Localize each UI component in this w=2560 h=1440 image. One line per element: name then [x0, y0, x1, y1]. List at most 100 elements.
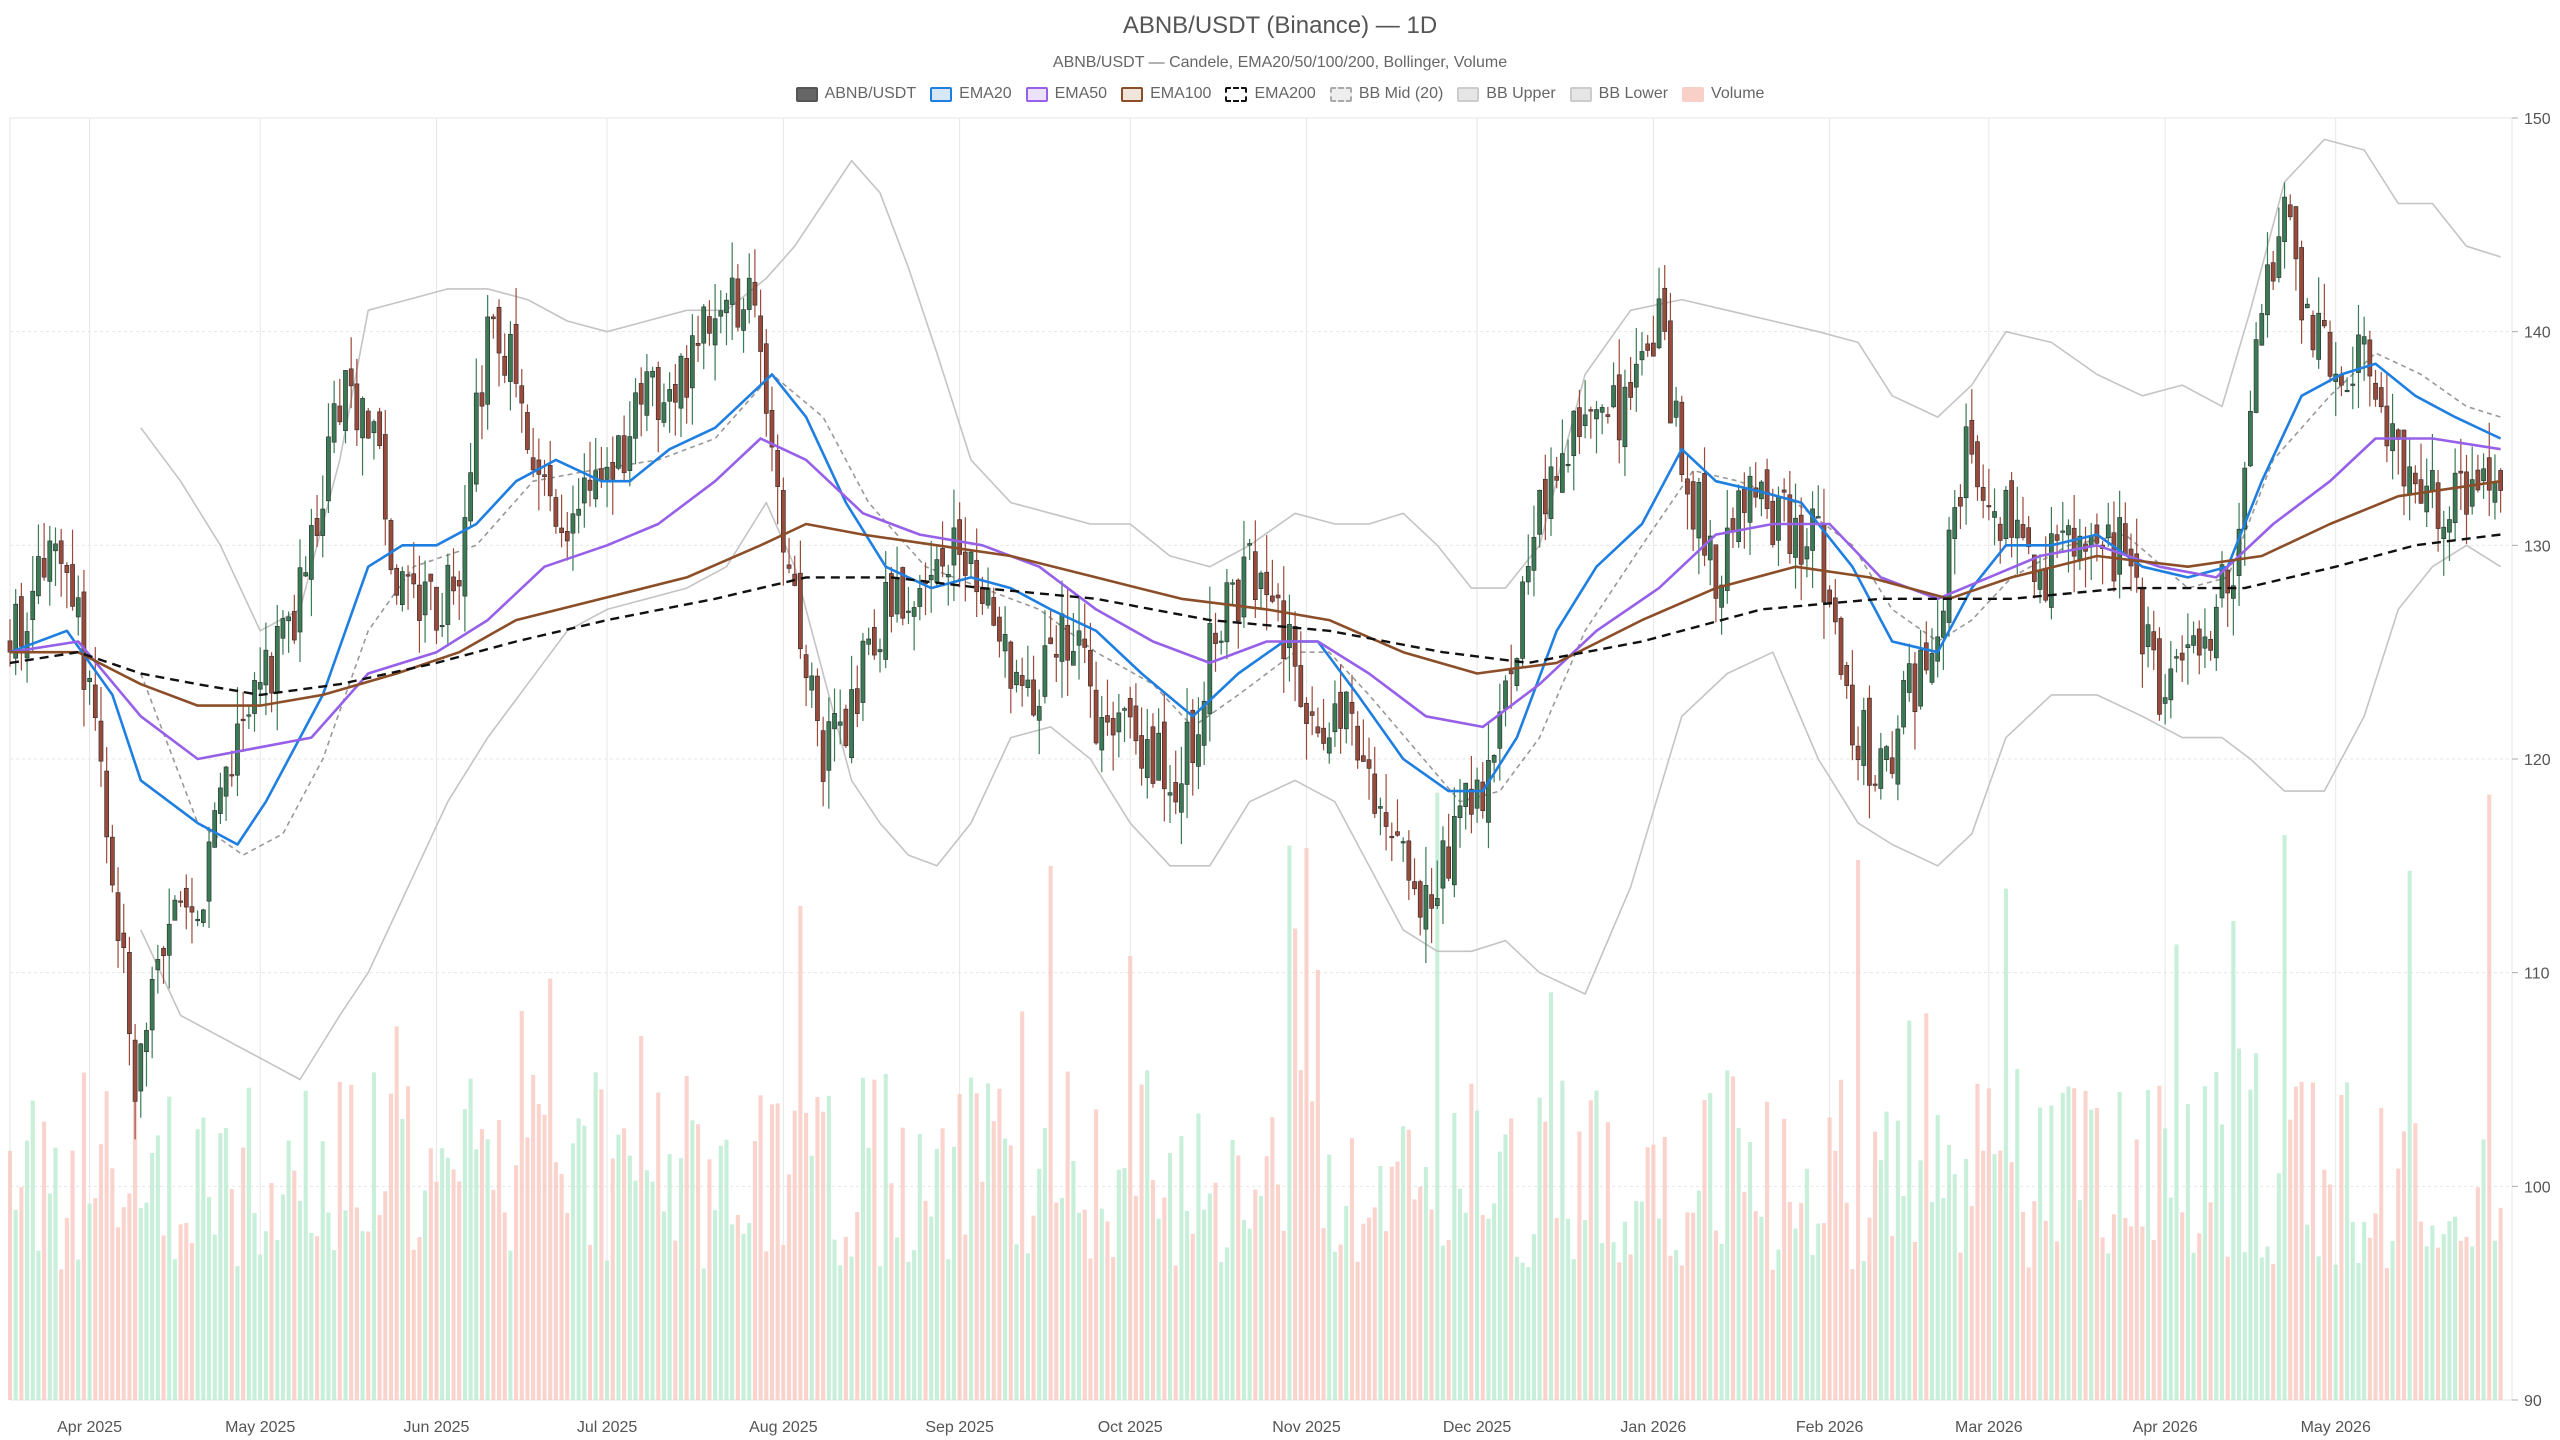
- candle-body: [2157, 638, 2162, 715]
- candle-body: [1503, 680, 1508, 710]
- y-tick-label: 120: [2524, 752, 2551, 769]
- volume-bar: [144, 1202, 149, 1400]
- chart-title: ABNB/USDT (Binance) — 1D: [1122, 12, 1438, 39]
- volume-bar: [1241, 1219, 1246, 1400]
- volume-bar: [2282, 834, 2287, 1400]
- candle-body: [968, 551, 974, 564]
- volume-bar: [1708, 1092, 1713, 1400]
- legend-item[interactable]: BB Upper: [1457, 85, 1556, 103]
- volume-bar: [1213, 1182, 1218, 1400]
- volume-bar: [838, 1265, 843, 1400]
- candle-body: [13, 603, 19, 659]
- candle-body: [1201, 700, 1207, 746]
- legend-item[interactable]: BB Lower: [1569, 85, 1668, 103]
- candle-body: [798, 572, 803, 650]
- volume-bar: [1463, 1212, 1468, 1400]
- volume-bar: [1230, 1139, 1235, 1400]
- volume-bar: [1088, 1258, 1093, 1400]
- volume-bar: [1116, 1169, 1121, 1400]
- legend-item[interactable]: Volume: [1682, 85, 1764, 103]
- volume-bar: [1167, 1153, 1173, 1400]
- volume-bar: [286, 1140, 291, 1400]
- volume-bar: [189, 1243, 195, 1400]
- candle-body: [2441, 526, 2447, 540]
- candle-body: [98, 720, 104, 762]
- candle-body: [53, 543, 58, 552]
- volume-bar: [1969, 1206, 1974, 1400]
- volume-bar: [121, 1207, 126, 1400]
- legend-item[interactable]: ABNB/USDT: [795, 85, 916, 103]
- candle-body: [957, 519, 962, 555]
- candle-body: [490, 316, 496, 320]
- legend-item[interactable]: EMA20: [930, 85, 1012, 103]
- legend-item[interactable]: EMA50: [1025, 85, 1107, 103]
- candle-body: [1844, 665, 1850, 686]
- legend-item[interactable]: EMA200: [1225, 85, 1316, 103]
- volume-bar: [2481, 1139, 2486, 1400]
- candle-body: [2265, 264, 2270, 316]
- legend-item[interactable]: EMA100: [1121, 85, 1211, 103]
- volume-bar: [559, 1173, 564, 1400]
- candle-body: [1713, 544, 1719, 599]
- volume-bar: [2401, 1131, 2407, 1400]
- candle-body: [2401, 429, 2407, 487]
- volume-bar: [1639, 1201, 1645, 1400]
- candle-body: [1116, 712, 1122, 733]
- volume-bar: [1082, 1209, 1087, 1400]
- candle-body: [121, 932, 127, 949]
- candle-body: [286, 616, 291, 622]
- volume-bar: [713, 1210, 718, 1400]
- volume-bar: [451, 1169, 456, 1400]
- volume-bar: [542, 1114, 547, 1400]
- candle-body: [428, 573, 434, 582]
- candle-body: [439, 625, 445, 628]
- volume-bar: [2367, 1237, 2372, 1400]
- candle-body: [2026, 527, 2032, 548]
- candle-body: [1918, 649, 1923, 707]
- volume-bar: [1076, 1212, 1082, 1400]
- candle-body: [183, 887, 189, 908]
- candle-body: [496, 306, 502, 354]
- candle-body: [542, 474, 547, 477]
- volume-bar: [2003, 888, 2008, 1400]
- volume-bar: [13, 1209, 18, 1400]
- volume-bar: [2009, 1162, 2014, 1400]
- candle-body: [400, 571, 405, 605]
- volume-bar: [127, 1193, 132, 1400]
- candle-body: [1850, 684, 1855, 746]
- candle-body: [1793, 517, 1798, 558]
- volume-bar: [411, 1249, 416, 1400]
- volume-bar: [1679, 1265, 1684, 1400]
- candle-body: [274, 625, 280, 693]
- candle-body: [371, 421, 377, 434]
- volume-bar: [639, 1035, 644, 1400]
- candle-body: [223, 766, 229, 797]
- candle-body: [451, 576, 456, 592]
- candle-body: [1395, 831, 1400, 836]
- volume-bar: [326, 1212, 331, 1400]
- candle-body: [786, 564, 792, 569]
- volume-bar: [804, 1112, 809, 1400]
- candle-body: [1980, 487, 1986, 501]
- candle-body: [189, 906, 195, 913]
- volume-bar: [218, 1133, 223, 1400]
- candle-body: [2009, 480, 2014, 538]
- volume-bar: [1105, 1221, 1110, 1400]
- candle-body: [1685, 478, 1690, 495]
- volume-bar: [1315, 969, 1320, 1400]
- candle-body: [1059, 613, 1065, 662]
- candle-body: [1912, 663, 1918, 713]
- candle-body: [2054, 534, 2060, 541]
- volume-bar: [2146, 1089, 2151, 1400]
- candle-body: [889, 573, 894, 617]
- volume-bar: [1730, 1076, 1736, 1400]
- candle-body: [1611, 385, 1616, 408]
- legend-item[interactable]: BB Mid (20): [1329, 85, 1443, 103]
- axes: 90 100 110 120 130 140 150 Apr 2025 May 2025 Jun …: [57, 111, 2551, 1436]
- x-tick-label: Nov 2025: [1272, 1419, 1341, 1436]
- candle-body: [212, 810, 218, 848]
- candle-body: [2117, 517, 2122, 575]
- volume-bar: [815, 1097, 820, 1400]
- volume-bar: [1440, 1245, 1446, 1400]
- volume-bar: [2032, 1201, 2037, 1400]
